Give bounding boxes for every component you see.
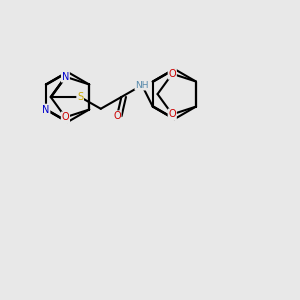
Text: O: O (168, 109, 176, 119)
Text: O: O (168, 69, 176, 79)
Text: O: O (61, 112, 69, 122)
Text: S: S (77, 92, 83, 102)
Text: O: O (113, 111, 121, 121)
Text: N: N (62, 72, 69, 82)
Text: N: N (42, 104, 50, 115)
Text: NH: NH (135, 81, 149, 90)
